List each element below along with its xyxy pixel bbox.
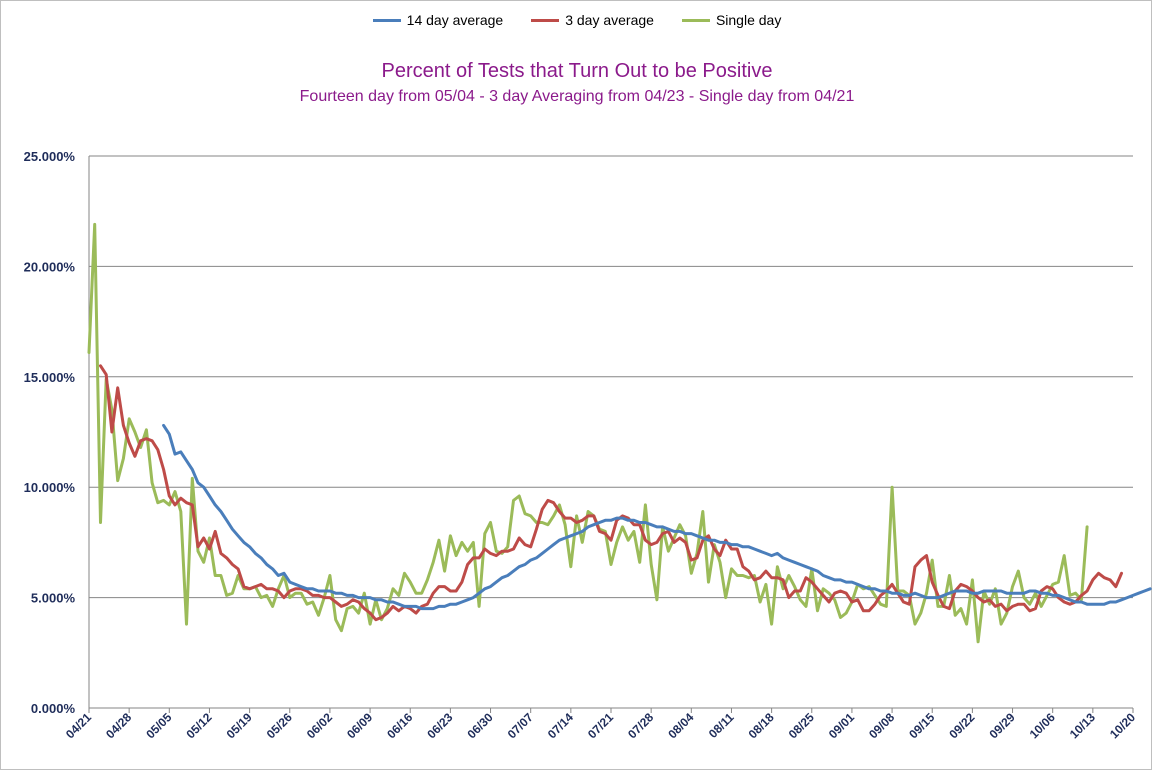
x-tick-label: 08/04 xyxy=(665,710,696,741)
x-tick-label: 07/07 xyxy=(505,710,536,741)
legend-swatch-single-day xyxy=(681,18,710,22)
series-line-3day xyxy=(99,364,1123,622)
legend-item-3day: 3 day average xyxy=(531,12,654,28)
x-tick-label: 07/21 xyxy=(585,710,616,741)
x-tick-label: 05/12 xyxy=(183,710,214,741)
series-line-single-day xyxy=(87,222,1089,644)
legend: 14 day average 3 day average Single day xyxy=(0,12,1154,28)
x-tick-label: 06/23 xyxy=(424,710,455,741)
y-tick-label: 10.000% xyxy=(24,480,76,495)
x-tick-label: 04/28 xyxy=(103,710,134,741)
x-tick-label: 10/13 xyxy=(1067,710,1098,741)
x-tick-label: 06/16 xyxy=(384,710,415,741)
series-line-14day xyxy=(162,423,1152,611)
chart-subtitle: Fourteen day from 05/04 - 3 day Averagin… xyxy=(299,88,855,105)
x-tick-label: 06/30 xyxy=(465,710,496,741)
x-tick-label: 08/11 xyxy=(706,710,737,741)
legend-item-14day: 14 day average xyxy=(372,12,504,28)
x-tick-label: 07/14 xyxy=(545,710,576,741)
x-tick-label: 09/08 xyxy=(866,710,897,741)
x-tick-label: 10/06 xyxy=(1027,710,1058,741)
x-tick-label: 06/02 xyxy=(304,710,335,741)
y-tick-label: 15.000% xyxy=(24,370,76,385)
x-tick-label: 08/18 xyxy=(746,710,777,741)
y-tick-label: 25.000% xyxy=(24,149,76,164)
legend-label-3day: 3 day average xyxy=(565,12,654,28)
x-tick-label: 10/20 xyxy=(1107,710,1138,741)
chart-title: Percent of Tests that Turn Out to be Pos… xyxy=(381,60,773,82)
x-tick-label: 05/19 xyxy=(224,710,255,741)
x-tick-label: 06/09 xyxy=(344,710,375,741)
legend-item-single-day: Single day xyxy=(681,12,782,28)
x-tick-label: 07/28 xyxy=(625,710,656,741)
x-tick-label: 09/15 xyxy=(906,710,937,741)
y-tick-label: 0.000% xyxy=(31,701,76,716)
x-tick-label: 05/05 xyxy=(143,710,174,741)
x-tick-label: 09/22 xyxy=(946,710,977,741)
x-tick-label: 08/25 xyxy=(786,710,817,741)
legend-swatch-3day xyxy=(531,18,560,22)
y-tick-label: 20.000% xyxy=(24,259,76,274)
x-tick-label: 05/26 xyxy=(264,710,295,741)
legend-label-14day: 14 day average xyxy=(406,12,504,28)
x-tick-label: 09/01 xyxy=(826,710,857,741)
legend-label-single-day: Single day xyxy=(715,12,782,28)
legend-swatch-14day xyxy=(372,18,401,22)
y-tick-label: 5.000% xyxy=(31,591,76,606)
x-tick-label: 09/29 xyxy=(987,710,1018,741)
